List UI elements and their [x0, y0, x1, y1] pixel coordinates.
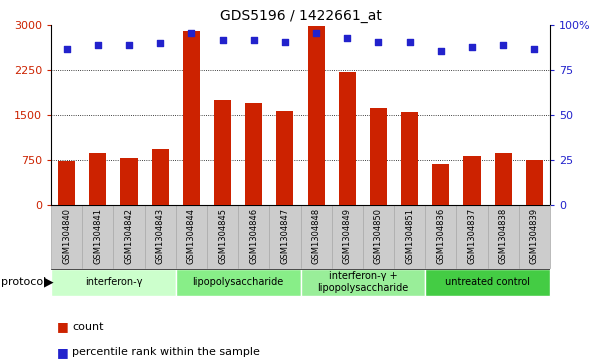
Text: untreated control: untreated control: [445, 277, 530, 287]
Point: [218, 37, 227, 43]
Text: ▶: ▶: [44, 276, 53, 289]
Bar: [487, 205, 519, 269]
Bar: [426, 269, 550, 296]
Text: GSM1304843: GSM1304843: [156, 208, 165, 264]
Text: GSM1304847: GSM1304847: [281, 208, 290, 264]
Title: GDS5196 / 1422661_at: GDS5196 / 1422661_at: [219, 9, 382, 23]
Point: [280, 39, 290, 45]
Bar: [51, 269, 176, 296]
Point: [124, 42, 134, 48]
Bar: [426, 205, 456, 269]
Bar: [145, 205, 176, 269]
Bar: [214, 100, 231, 205]
Bar: [176, 269, 300, 296]
Text: GSM1304851: GSM1304851: [405, 208, 414, 264]
Text: protocol: protocol: [1, 277, 46, 287]
Bar: [300, 269, 426, 296]
Bar: [308, 26, 325, 205]
Point: [62, 46, 72, 52]
Bar: [82, 205, 114, 269]
Bar: [300, 205, 332, 269]
Text: interferon-γ +
lipopolysaccharide: interferon-γ + lipopolysaccharide: [317, 272, 409, 293]
Point: [93, 42, 103, 48]
Bar: [238, 205, 269, 269]
Text: GSM1304842: GSM1304842: [124, 208, 133, 264]
Point: [498, 42, 508, 48]
Point: [156, 40, 165, 46]
Bar: [332, 205, 363, 269]
Text: count: count: [72, 322, 103, 332]
Point: [343, 35, 352, 41]
Text: GSM1304850: GSM1304850: [374, 208, 383, 264]
Point: [249, 37, 258, 43]
Text: GSM1304840: GSM1304840: [62, 208, 71, 264]
Bar: [363, 205, 394, 269]
Text: GSM1304838: GSM1304838: [499, 208, 508, 264]
Point: [311, 30, 321, 36]
Text: interferon-γ: interferon-γ: [85, 277, 142, 287]
Bar: [58, 162, 75, 205]
Bar: [370, 108, 387, 205]
Text: GSM1304849: GSM1304849: [343, 208, 352, 264]
Bar: [495, 153, 511, 205]
Text: GSM1304844: GSM1304844: [187, 208, 196, 264]
Text: GSM1304845: GSM1304845: [218, 208, 227, 264]
Bar: [51, 205, 82, 269]
Text: percentile rank within the sample: percentile rank within the sample: [72, 347, 260, 357]
Bar: [401, 112, 418, 205]
Bar: [339, 72, 356, 205]
Bar: [114, 205, 145, 269]
Bar: [463, 156, 481, 205]
Text: ■: ■: [57, 346, 69, 359]
Bar: [120, 158, 138, 205]
Bar: [276, 111, 293, 205]
Text: GSM1304839: GSM1304839: [530, 208, 539, 264]
Point: [186, 30, 196, 36]
Text: GSM1304848: GSM1304848: [311, 208, 320, 264]
Bar: [269, 205, 300, 269]
Point: [467, 44, 477, 50]
Bar: [90, 153, 106, 205]
Bar: [176, 205, 207, 269]
Text: lipopolysaccharide: lipopolysaccharide: [192, 277, 284, 287]
Bar: [394, 205, 426, 269]
Text: GSM1304841: GSM1304841: [93, 208, 102, 264]
Bar: [432, 164, 450, 205]
Point: [374, 39, 383, 45]
Bar: [183, 31, 200, 205]
Text: GSM1304846: GSM1304846: [249, 208, 258, 264]
Bar: [456, 205, 487, 269]
Bar: [519, 205, 550, 269]
Bar: [526, 160, 543, 205]
Point: [529, 46, 539, 52]
Bar: [151, 149, 169, 205]
Point: [436, 48, 445, 53]
Bar: [207, 205, 238, 269]
Bar: [245, 103, 262, 205]
Point: [405, 39, 415, 45]
Text: GSM1304837: GSM1304837: [468, 208, 477, 264]
Text: ■: ■: [57, 320, 69, 333]
Text: GSM1304836: GSM1304836: [436, 208, 445, 264]
